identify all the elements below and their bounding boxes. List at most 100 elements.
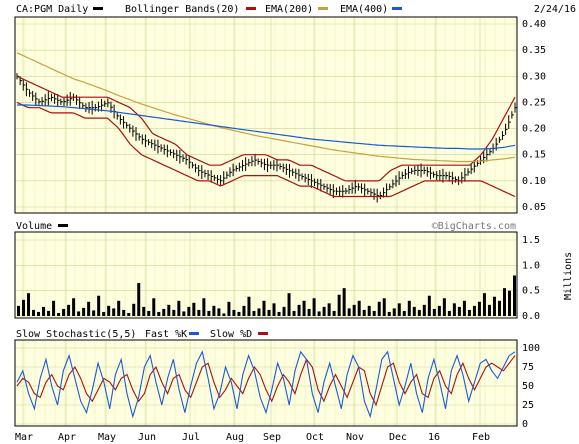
volume-legend-swatch xyxy=(58,224,68,227)
volume-bar xyxy=(347,308,351,316)
volume-bar xyxy=(107,305,111,316)
volume-bar xyxy=(32,309,36,316)
volume-bar xyxy=(432,308,436,316)
volume-bar xyxy=(477,301,481,316)
stoch-fastk-label: Fast %K xyxy=(145,329,187,340)
volume-bar xyxy=(57,312,61,316)
volume-bar xyxy=(457,306,461,316)
volume-bar xyxy=(287,293,291,316)
volume-label: Volume xyxy=(16,221,52,232)
volume-bar xyxy=(87,301,91,316)
x-tick-label: Dec xyxy=(389,432,407,443)
y-tick-label: 0.30 xyxy=(522,71,546,82)
volume-bar xyxy=(312,298,316,316)
volume-bar xyxy=(137,283,141,316)
y-tick-label: 75 xyxy=(522,362,534,373)
volume-bar xyxy=(162,308,166,316)
volume-bar xyxy=(77,311,81,316)
volume-panel: Volume ©BigCharts.com 1.5 1.0 0.5 0.0 Milli… xyxy=(14,221,574,322)
y-tick-label: 25 xyxy=(522,400,534,411)
volume-bar xyxy=(362,309,366,316)
volume-bar xyxy=(282,306,286,316)
volume-bar xyxy=(237,311,241,316)
x-tick-label: Jun xyxy=(138,432,156,443)
stochastic-grid xyxy=(15,340,517,426)
volume-bar xyxy=(367,305,371,316)
volume-bar xyxy=(22,299,26,316)
volume-bar xyxy=(97,295,101,316)
y-tick-label: 0.05 xyxy=(522,202,546,213)
volume-bar xyxy=(417,309,421,316)
volume-bar xyxy=(337,294,341,316)
volume-bar xyxy=(202,298,206,316)
legend-label-ema400: EMA(400) xyxy=(340,4,388,15)
x-tick-label: Feb xyxy=(472,432,490,443)
x-tick-label: Aug xyxy=(226,432,244,443)
volume-bar xyxy=(167,304,171,316)
y-tick-label: 50 xyxy=(522,381,534,392)
price-y-axis: 0.40 0.35 0.30 0.25 0.20 0.15 0.10 0.05 xyxy=(522,19,546,213)
price-panel-background xyxy=(15,17,517,213)
y-tick-label: 0.40 xyxy=(522,19,546,30)
y-tick-label: 0.25 xyxy=(522,97,546,108)
y-tick-label: 100 xyxy=(522,343,540,354)
x-tick-label: Oct xyxy=(306,432,324,443)
volume-bar xyxy=(197,309,201,316)
legend-swatch-ema200 xyxy=(318,7,328,10)
stochastic-y-axis: 100 75 50 25 0 xyxy=(522,343,540,430)
volume-y-axis: 1.5 1.0 0.5 0.0 xyxy=(522,235,540,322)
volume-bar xyxy=(182,311,186,316)
price-panel: 0.40 0.35 0.30 0.25 0.20 0.15 0.10 0.05 xyxy=(14,16,546,214)
series-line xyxy=(16,101,516,198)
volume-bar xyxy=(442,298,446,316)
volume-panel-background xyxy=(15,232,517,318)
volume-bar xyxy=(82,307,86,316)
volume-bar xyxy=(427,295,431,316)
volume-bar xyxy=(387,311,391,316)
volume-bar xyxy=(482,293,486,316)
volume-bar xyxy=(227,301,231,316)
volume-panel-frame xyxy=(14,231,518,319)
volume-bar xyxy=(447,310,451,316)
volume-bar xyxy=(142,306,146,316)
x-tick-label: 16 xyxy=(428,432,440,443)
volume-bar xyxy=(192,302,196,316)
stoch-slowd-label: Slow %D xyxy=(210,329,252,340)
volume-bar xyxy=(67,304,71,316)
volume-bar xyxy=(397,303,401,316)
legend-swatch-ema400 xyxy=(392,7,402,10)
volume-bar xyxy=(212,305,216,316)
series-line xyxy=(17,104,516,150)
volume-bar xyxy=(422,304,426,316)
volume-bar xyxy=(497,300,501,316)
volume-bar xyxy=(407,300,411,316)
volume-bar xyxy=(222,313,226,316)
legend-swatch-price xyxy=(93,7,103,10)
stochastic-series xyxy=(16,350,516,419)
legend-swatch-bollinger xyxy=(246,7,256,10)
volume-bar xyxy=(92,310,96,316)
volume-unit-label: Millions xyxy=(563,252,574,300)
y-tick-label: 0 xyxy=(522,419,528,430)
x-tick-label: Sep xyxy=(263,432,281,443)
volume-bar xyxy=(487,304,491,316)
volume-bar xyxy=(467,309,471,316)
volume-bar xyxy=(332,310,336,316)
y-tick-label: 1.0 xyxy=(522,260,540,271)
ticker-label: CA:PGM Daily xyxy=(16,4,88,15)
volume-bar xyxy=(252,310,256,316)
legend-label-bollinger: Bollinger Bands(20) xyxy=(125,4,239,15)
volume-bar xyxy=(257,308,261,316)
volume-bar xyxy=(17,305,20,316)
volume-bar xyxy=(342,288,346,316)
y-tick-label: 0.0 xyxy=(522,311,540,322)
volume-bar xyxy=(492,296,496,316)
volume-bar xyxy=(262,300,266,316)
stochastic-panel: Slow Stochastic(5,5) Fast %K Slow %D 100… xyxy=(14,329,540,430)
volume-bar xyxy=(357,300,361,316)
chart-header: CA:PGM Daily Bollinger Bands(20) EMA(200… xyxy=(16,4,576,15)
volume-bar xyxy=(302,300,306,316)
volume-bar xyxy=(382,298,386,316)
volume-bar xyxy=(277,311,281,316)
volume-bar xyxy=(437,305,441,316)
